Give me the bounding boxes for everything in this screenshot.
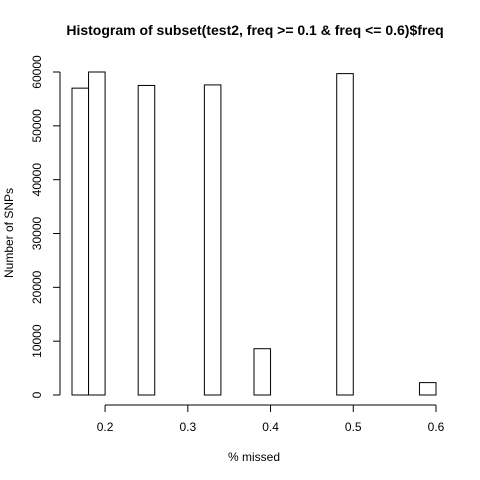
y-tick-label: 20000: [30, 270, 44, 304]
x-tick-label: 0.2: [97, 420, 114, 434]
histogram-bar: [88, 71, 106, 396]
x-tick-label: 0.4: [262, 420, 279, 434]
histogram-bar: [71, 87, 90, 396]
x-tick-label: 0.5: [345, 420, 362, 434]
y-tick-label: 50000: [30, 109, 44, 143]
y-tick-label: 10000: [30, 324, 44, 358]
x-tick-label: 0.6: [428, 420, 445, 434]
y-tick-label: 0: [30, 391, 44, 398]
y-axis: 0 10000 20000 30000 40000 50000 60000: [30, 55, 61, 398]
y-tick-label: 30000: [30, 216, 44, 250]
x-tick-label: 0.3: [179, 420, 196, 434]
histogram-bar: [253, 348, 272, 396]
x-axis: 0.2 0.3 0.4 0.5 0.6: [97, 404, 445, 434]
chart-title: Histogram of subset(test2, freq >= 0.1 &…: [66, 22, 443, 38]
y-tick-label: 60000: [30, 55, 44, 89]
y-axis-label: Number of SNPs: [2, 188, 16, 278]
histogram-bar: [203, 84, 222, 396]
histogram-bar: [336, 73, 354, 396]
x-axis-label: % missed: [228, 450, 280, 464]
y-tick-label: 40000: [30, 163, 44, 197]
histogram-bar: [418, 382, 437, 396]
histogram-bars: [71, 71, 437, 396]
histogram-bar: [137, 84, 156, 396]
